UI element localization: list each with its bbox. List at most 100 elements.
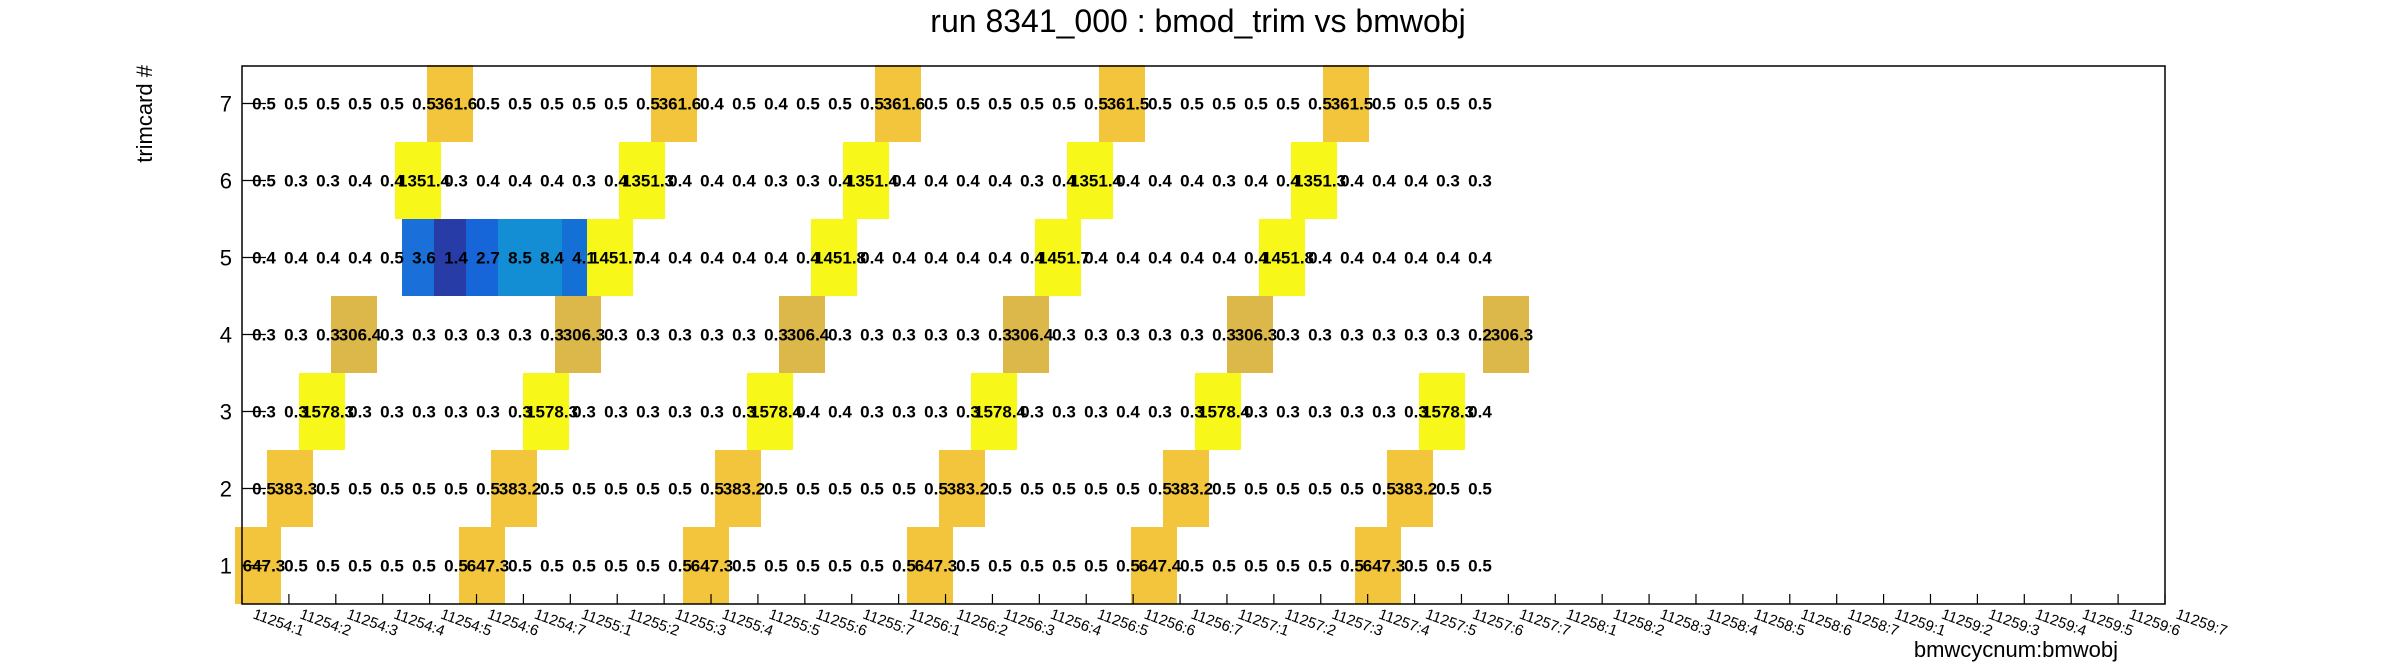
heatmap-cell (299, 373, 345, 450)
cell-value-label: 0.3 (284, 403, 308, 422)
cell-value-label: 0.5 (444, 480, 468, 499)
cell-value-label: 0.5 (1372, 95, 1396, 114)
cell-value-label: 0.3 (1116, 326, 1140, 345)
cell-value-label: 0.5 (380, 249, 404, 268)
cell-value-label: 0.5 (1340, 480, 1364, 499)
cell-value-label: 0.4 (1468, 403, 1492, 422)
x-tick-label: 11258:4 (1705, 606, 1761, 640)
cell-value-label: 0.5 (1276, 95, 1300, 114)
cell-value-label: 0.3 (412, 403, 436, 422)
cell-value-label: 0.5 (1148, 480, 1172, 499)
cell-value-label: 0.4 (828, 403, 852, 422)
cell-value-label: 0.5 (1212, 480, 1236, 499)
heatmap-cell (498, 219, 530, 296)
cell-value-label: 0.5 (348, 557, 372, 576)
heatmap-cell (1163, 450, 1209, 527)
cell-value-label: 0.3 (412, 326, 436, 345)
cell-value-label: 0.4 (1372, 249, 1396, 268)
x-axis-label: bmwcycnum:bmwobj (1914, 637, 2118, 662)
cell-value-label: 0.3 (956, 403, 980, 422)
cell-value-label: 306.3 (1235, 326, 1278, 345)
cell-value-label: 0.5 (988, 95, 1012, 114)
cell-value-label: 0.4 (700, 172, 724, 191)
cell-value-label: 0.5 (1084, 557, 1108, 576)
cell-value-label: 0.5 (956, 95, 980, 114)
cell-value-label: 0.5 (956, 557, 980, 576)
cell-value-label: 0.5 (1116, 480, 1140, 499)
y-tick-label: 4 (220, 323, 232, 348)
cell-value-label: 647.3 (243, 557, 286, 576)
cell-value-label: 0.4 (924, 172, 948, 191)
x-tick-label: 11257:2 (1282, 606, 1338, 640)
cell-value-label: 0.5 (1276, 557, 1300, 576)
cell-value-label: 0.5 (892, 480, 916, 499)
x-tick-label: 11258:6 (1798, 606, 1854, 640)
cell-value-label: 0.5 (860, 557, 884, 576)
cell-value-label: 0.5 (924, 480, 948, 499)
cell-value-label: 0.5 (1244, 95, 1268, 114)
cell-value-label: 0.5 (796, 95, 820, 114)
x-tick-label: 11256:5 (1095, 606, 1151, 640)
cell-value-label: 2.7 (476, 249, 500, 268)
cell-value-label: 1451.7 (590, 249, 642, 268)
cell-value-label: 0.5 (764, 480, 788, 499)
cell-value-label: 0.3 (572, 403, 596, 422)
cell-value-label: 0.4 (988, 172, 1012, 191)
cell-value-label: 0.5 (1084, 95, 1108, 114)
cell-value-label: 306.4 (339, 326, 382, 345)
cell-value-label: 0.5 (1180, 95, 1204, 114)
cell-value-label: 383.2 (947, 480, 990, 499)
cell-value-label: 647.3 (915, 557, 958, 576)
cell-value-label: 0.4 (988, 249, 1012, 268)
cell-value-label: 0.3 (1340, 326, 1364, 345)
cell-value-label: 0.5 (828, 95, 852, 114)
y-tick-label: 6 (220, 169, 232, 194)
cell-value-label: 0.5 (540, 95, 564, 114)
cell-value-label: 0.5 (1116, 557, 1140, 576)
cell-value-label: 0.4 (1244, 249, 1268, 268)
cell-value-label: 0.5 (1308, 95, 1332, 114)
x-tick-label: 11257:1 (1236, 606, 1292, 640)
cell-value-label: 0.4 (828, 172, 852, 191)
cell-value-label: 0.5 (572, 95, 596, 114)
cell-value-label: 0.5 (668, 557, 692, 576)
cell-value-label: 0.3 (668, 403, 692, 422)
cell-value-label: 0.5 (1468, 557, 1492, 576)
cell-value-label: 0.5 (412, 480, 436, 499)
cell-value-label: 4.1 (572, 249, 596, 268)
cell-value-label: 0.3 (668, 326, 692, 345)
x-tick-label: 11259:5 (2080, 606, 2136, 640)
cell-value-label: 383.2 (1171, 480, 1214, 499)
cell-value-label: 1578.3 (302, 403, 354, 422)
cell-value-label: 0.4 (636, 249, 660, 268)
heatmap-cell (331, 296, 377, 373)
x-tick-label: 11254:4 (391, 606, 447, 640)
cell-value-label: 0.4 (1340, 172, 1364, 191)
cell-value-label: 1578.3 (526, 403, 578, 422)
heatmap-cell (402, 219, 434, 296)
cell-value-label: 0.5 (284, 557, 308, 576)
cell-value-label: 0.5 (1308, 480, 1332, 499)
x-tick-label: 11259:4 (2033, 606, 2089, 640)
y-axis-label: trimcard # (132, 64, 157, 163)
cell-value-label: 0.4 (764, 95, 788, 114)
cell-value-label: 0.4 (956, 172, 980, 191)
cell-value-label: 383.2 (723, 480, 766, 499)
cell-value-label: 0.3 (1436, 326, 1460, 345)
cell-value-label: 0.3 (1180, 326, 1204, 345)
cell-value-label: 1351.4 (398, 172, 451, 191)
cell-value-label: 0.5 (668, 480, 692, 499)
cell-value-label: 0.3 (508, 326, 532, 345)
cell-value-label: 0.5 (252, 95, 276, 114)
x-tick-label: 11259:3 (1986, 606, 2042, 640)
x-tick-label: 11258:1 (1564, 606, 1620, 640)
cell-value-label: 0.5 (604, 480, 628, 499)
cell-value-label: 0.4 (1084, 249, 1108, 268)
cell-value-label: 0.5 (604, 95, 628, 114)
value-labels: 0.5 0.5 0.5 0.5 0.5 0.5 361.6 0.5 0.5 0.5 0.5 0.5 0.… (243, 95, 1534, 576)
heatmap-cell (1259, 219, 1305, 296)
y-tick-label: 7 (220, 92, 232, 117)
cell-value-label: 0.3 (604, 403, 628, 422)
cell-value-label: 0.4 (796, 249, 820, 268)
cell-value-label: 0.3 (1372, 403, 1396, 422)
